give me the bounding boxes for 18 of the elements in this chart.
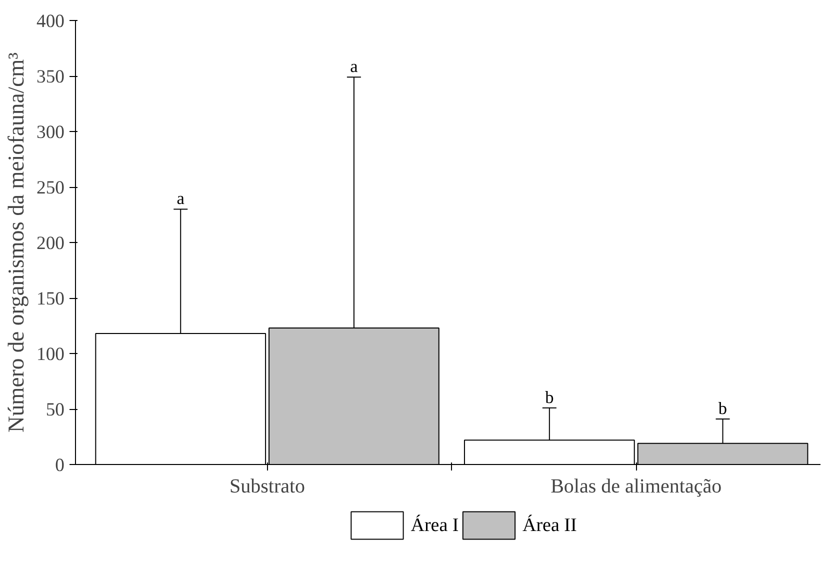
annotation: a [176,189,185,208]
y-tick-label: 100 [36,344,64,365]
y-tick-label: 0 [55,455,64,476]
y-tick-label: 50 [46,400,64,420]
y-tick-label: 250 [36,178,64,198]
y-axis-title: Número de organismos da meiofauna/cm³ [4,52,29,433]
annotation: b [545,388,554,407]
legend-label: Área II [522,514,577,536]
x-tick-label: Substrato [230,476,306,498]
x-tick-label: Bolas de alimentação [550,476,722,498]
legend-label: Área I [410,514,459,536]
y-tick-label: 350 [36,66,64,88]
y-tick-label: 150 [36,288,64,310]
annotation: b [718,398,728,418]
y-tick-label: 400 [36,11,64,32]
y-tick-label: 200 [36,233,64,254]
y-tick-label: 300 [36,122,64,143]
annotation: a [350,57,358,76]
